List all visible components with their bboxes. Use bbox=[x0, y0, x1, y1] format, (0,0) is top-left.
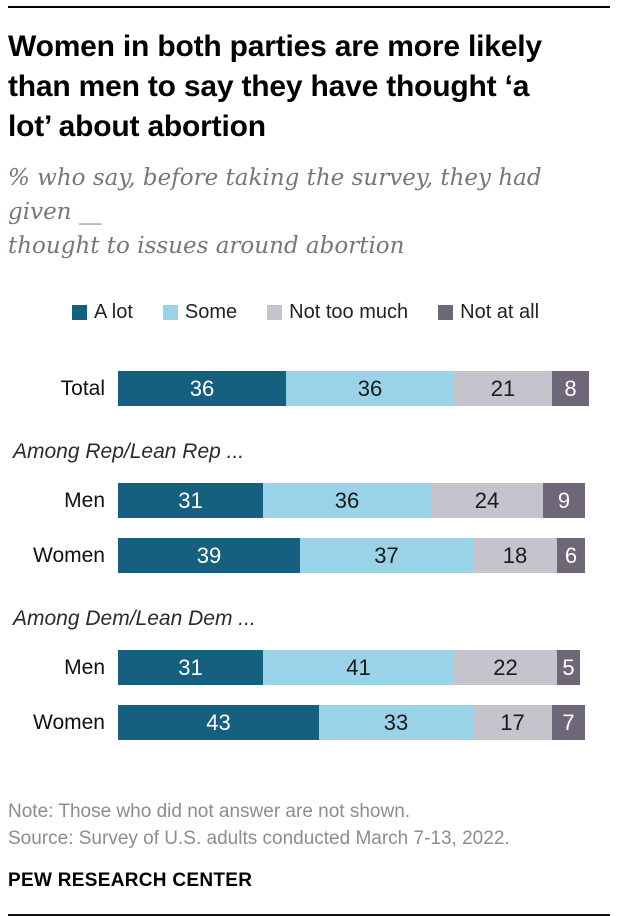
legend-label: Not too much bbox=[289, 301, 409, 323]
note-text: Note: Those who did not answer are not s… bbox=[8, 801, 411, 822]
stacked-bar: 43 33 17 7 bbox=[118, 705, 585, 740]
row-label: Women bbox=[33, 543, 105, 567]
stacked-bar: 39 37 18 6 bbox=[118, 538, 585, 573]
title-line-1: Women in both parties are more likely bbox=[8, 30, 542, 63]
chart-legend: A lot Some Not too much Not at all bbox=[72, 301, 610, 324]
legend-item: Not too much bbox=[267, 301, 408, 324]
bar-segment: 37 bbox=[300, 538, 473, 573]
bar-segment: 36 bbox=[118, 371, 286, 406]
stacked-bar: 31 36 24 9 bbox=[118, 483, 585, 518]
pew-research-center-brand: PEW RESEARCH CENTER bbox=[8, 870, 253, 891]
legend-swatch-icon bbox=[72, 305, 87, 320]
bar-segment: 8 bbox=[552, 371, 589, 406]
legend-swatch-icon bbox=[438, 305, 454, 320]
legend-item: Not at all bbox=[438, 301, 539, 324]
stacked-bar: 36 36 21 8 bbox=[118, 371, 589, 406]
bar-row: Women 43 33 17 7 bbox=[8, 705, 610, 740]
row-label: Men bbox=[64, 488, 105, 512]
bar-segment: 43 bbox=[118, 705, 319, 740]
bar-segment: 31 bbox=[118, 483, 263, 518]
bar-segment: 41 bbox=[263, 650, 454, 685]
row-label: Women bbox=[33, 710, 105, 734]
page-title: Women in both parties are more likely th… bbox=[8, 27, 610, 147]
bar-row: Men 31 36 24 9 bbox=[8, 483, 610, 518]
bar-segment: 7 bbox=[552, 705, 585, 740]
section-heading: Among Dem/Lean Dem ... bbox=[13, 607, 256, 630]
legend-label: Not at all bbox=[460, 301, 540, 323]
legend-label: A lot bbox=[94, 301, 133, 323]
bar-segment: 33 bbox=[319, 705, 473, 740]
legend-item: A lot bbox=[72, 301, 133, 324]
bar-row: Total 36 36 21 8 bbox=[8, 371, 610, 406]
chart-subtitle: % who say, before taking the survey, the… bbox=[8, 161, 610, 263]
section-heading: Among Rep/Lean Rep ... bbox=[13, 440, 245, 463]
bar-segment: 17 bbox=[473, 705, 552, 740]
subtitle-line-1: % who say, before taking the survey, the… bbox=[8, 165, 542, 225]
chart: Total 36 36 21 8 Among Rep/Lean Rep ... Men 31 3… bbox=[8, 371, 610, 740]
bar-segment: 24 bbox=[431, 483, 543, 518]
bar-segment: 36 bbox=[263, 483, 431, 518]
bar-row: Men 31 41 22 5 bbox=[8, 650, 610, 685]
title-line-3: lot’ about abortion bbox=[8, 110, 266, 143]
bar-segment: 36 bbox=[286, 371, 454, 406]
legend-swatch-icon bbox=[162, 305, 178, 320]
row-label: Total bbox=[60, 376, 105, 400]
source-text: Source: Survey of U.S. adults conducted … bbox=[8, 828, 510, 849]
subtitle-line-2: thought to issues around abortion bbox=[8, 233, 405, 259]
bar-segment: 18 bbox=[473, 538, 557, 573]
bar-row: Women 39 37 18 6 bbox=[8, 538, 610, 573]
bar-segment: 5 bbox=[557, 650, 580, 685]
title-line-2: than men to say they have thought ‘a bbox=[8, 70, 530, 103]
page: Women in both parties are more likely th… bbox=[8, 6, 610, 916]
bar-segment: 22 bbox=[454, 650, 557, 685]
legend-swatch-icon bbox=[267, 305, 283, 320]
chart-notes: Note: Those who did not answer are not s… bbox=[8, 798, 610, 852]
stacked-bar: 31 41 22 5 bbox=[118, 650, 580, 685]
bar-segment: 6 bbox=[557, 538, 585, 573]
legend-label: Some bbox=[184, 301, 238, 323]
legend-item: Some bbox=[162, 301, 238, 324]
bar-segment: 9 bbox=[543, 483, 585, 518]
bar-segment: 39 bbox=[118, 538, 300, 573]
bar-segment: 31 bbox=[118, 650, 263, 685]
top-rule bbox=[8, 6, 610, 8]
bar-segment: 21 bbox=[454, 371, 552, 406]
row-label: Men bbox=[64, 655, 105, 679]
